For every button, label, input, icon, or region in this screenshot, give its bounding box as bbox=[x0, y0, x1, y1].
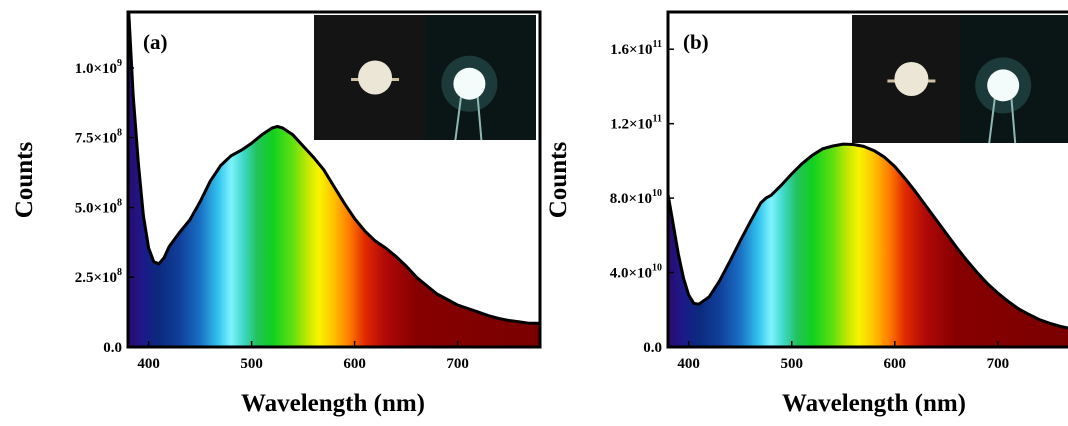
panel-label-a: (a) bbox=[143, 30, 168, 54]
y-tick-label-a-2: 5.0×108 bbox=[75, 197, 122, 216]
led-on-bulb-b bbox=[987, 69, 1020, 102]
y-tick-label-b-0: 0.0 bbox=[643, 340, 662, 356]
x-tick-label-a-500: 500 bbox=[240, 356, 263, 372]
y-tick-label-a-0: 0.0 bbox=[103, 340, 122, 356]
led-legs-a bbox=[454, 93, 483, 141]
x-tick-label-b-500: 500 bbox=[780, 356, 803, 372]
chart-panel-b: 400 500 600 700 0.0 4.0×1010 8.0×1010 1.2×1011 1… bbox=[545, 10, 1068, 417]
spectrum-curve-b bbox=[668, 142, 1068, 330]
x-axis-title-b: Wavelength (nm) bbox=[782, 390, 966, 417]
y-axis-title-a: Counts bbox=[11, 142, 38, 219]
x-axis-title-a: Wavelength (nm) bbox=[241, 390, 425, 417]
y-tick-label-b-1: 4.0×1010 bbox=[610, 263, 662, 282]
x-tick-label-a-600: 600 bbox=[343, 356, 366, 372]
led-photo-inset-a bbox=[314, 15, 536, 141]
spectrum-area-b bbox=[668, 144, 1068, 347]
led-photo-inset-b bbox=[852, 15, 1068, 144]
x-tick-label-b-600: 600 bbox=[884, 356, 907, 372]
x-tick-label-a-700: 700 bbox=[446, 356, 469, 372]
led-off-bulb-a bbox=[358, 60, 393, 95]
spectrum-curve-a bbox=[128, 12, 540, 325]
x-tick-label-a-400: 400 bbox=[137, 356, 160, 372]
panel-label-b: (b) bbox=[683, 30, 709, 54]
y-tick-label-b-3: 1.2×1011 bbox=[610, 114, 662, 133]
x-tick-label-b-400: 400 bbox=[677, 356, 700, 372]
y-axis-title-b: Counts bbox=[545, 142, 572, 219]
led-on-bulb-a bbox=[453, 67, 486, 100]
y-tick-label-a-3: 7.5×108 bbox=[75, 128, 122, 147]
x-tick-label-b-700: 700 bbox=[987, 356, 1010, 372]
led-off-bulb-b bbox=[894, 62, 929, 96]
y-tick-label-b-4: 1.6×1011 bbox=[610, 39, 662, 58]
spectrum-area-a bbox=[128, 12, 540, 347]
plot-frame-a bbox=[126, 10, 542, 349]
y-tick-label-a-1: 2.5×108 bbox=[75, 267, 122, 286]
y-tick-label-b-2: 8.0×1010 bbox=[610, 188, 662, 207]
y-tick-label-a-4: 1.0×109 bbox=[75, 58, 122, 77]
plot-frame-b bbox=[666, 10, 1068, 349]
chart-panel-a: 400 500 600 700 0.0 2.5×108 5.0×108 7.5×108 1.0×… bbox=[11, 10, 542, 417]
led-legs-b bbox=[988, 95, 1017, 144]
